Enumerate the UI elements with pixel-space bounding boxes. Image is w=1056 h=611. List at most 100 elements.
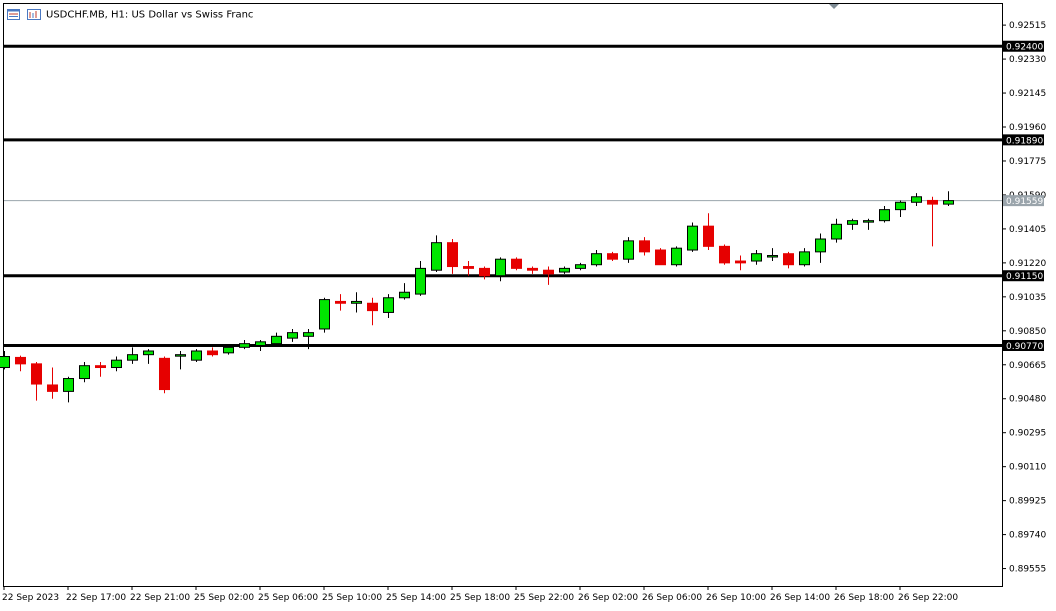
candle[interactable] <box>655 248 666 266</box>
candle-body <box>831 223 842 240</box>
chart-header: USDCHF.MB, H1: US Dollar vs Swiss Franc <box>7 9 253 21</box>
shift-marker-triangle-icon[interactable] <box>829 4 839 9</box>
candle[interactable] <box>623 237 634 263</box>
candle[interactable] <box>607 251 618 262</box>
y-tick-label: 0.91775 <box>1009 157 1046 167</box>
candle[interactable] <box>543 266 554 285</box>
candle[interactable] <box>815 233 826 263</box>
candle[interactable] <box>831 218 842 243</box>
level-price-tag-bg <box>1003 134 1044 146</box>
candle[interactable] <box>847 218 858 230</box>
candle[interactable] <box>175 350 186 370</box>
candle-body <box>415 267 426 295</box>
y-axis: 0.92515 0.92330 0.92145 0.91960 0.91775 0.915… <box>1002 21 1046 575</box>
candle[interactable] <box>111 356 122 372</box>
candle[interactable] <box>735 255 746 271</box>
candle[interactable] <box>15 355 26 372</box>
y-tick-label: 0.90480 <box>1009 395 1046 405</box>
candle[interactable] <box>591 250 602 267</box>
candle[interactable] <box>79 362 90 383</box>
candle[interactable] <box>271 332 282 346</box>
chart-restore-icon[interactable] <box>27 9 41 20</box>
candle[interactable] <box>943 191 954 206</box>
candle[interactable] <box>335 294 346 311</box>
candle[interactable] <box>559 266 570 274</box>
candle[interactable] <box>303 328 314 350</box>
candle[interactable] <box>191 349 202 363</box>
candle-body <box>15 356 26 365</box>
candle-body <box>447 242 458 268</box>
candle[interactable] <box>639 237 650 256</box>
candle[interactable] <box>47 367 58 399</box>
level-price-tag-bg <box>1003 339 1044 351</box>
candle[interactable] <box>511 257 522 271</box>
candle[interactable] <box>495 257 506 282</box>
plot-area[interactable] <box>3 3 1003 587</box>
candle[interactable] <box>159 356 170 394</box>
candle[interactable] <box>671 246 682 267</box>
candle-body <box>271 335 282 345</box>
candle[interactable] <box>687 222 698 252</box>
y-tick-label: 0.89555 <box>1009 565 1046 575</box>
candle-body <box>159 357 170 391</box>
candle[interactable] <box>799 248 810 267</box>
y-tick-label: 0.90295 <box>1009 429 1046 439</box>
candle[interactable] <box>863 218 874 230</box>
candle[interactable] <box>895 200 906 217</box>
chart-window-icon[interactable] <box>7 9 20 20</box>
candle[interactable] <box>927 196 938 247</box>
candle[interactable] <box>527 266 538 274</box>
candle[interactable] <box>751 250 762 265</box>
candle[interactable] <box>239 339 250 350</box>
candle[interactable] <box>383 294 394 318</box>
candle[interactable] <box>367 297 378 326</box>
candle-body <box>239 343 250 348</box>
y-tick-label: 0.91035 <box>1009 293 1046 303</box>
candle[interactable] <box>575 262 586 271</box>
candle[interactable] <box>95 362 106 377</box>
candle[interactable] <box>31 362 42 401</box>
candle[interactable] <box>319 297 330 333</box>
candle[interactable] <box>143 349 154 364</box>
candle-body <box>671 247 682 266</box>
candle[interactable] <box>127 347 138 364</box>
candle-body <box>223 346 234 354</box>
candle[interactable] <box>399 283 410 300</box>
candle-body <box>575 264 586 269</box>
candle-body <box>639 240 650 253</box>
candle-body <box>943 200 954 205</box>
candle-body <box>495 258 506 277</box>
candle[interactable] <box>63 376 74 403</box>
candle-body <box>287 332 298 339</box>
candle[interactable] <box>879 205 890 223</box>
candle[interactable] <box>783 251 794 269</box>
candle-body <box>319 299 330 330</box>
candle-body <box>191 350 202 361</box>
candle-body <box>815 238 826 253</box>
candle[interactable] <box>479 266 490 280</box>
candle[interactable] <box>431 235 442 273</box>
candle[interactable] <box>415 261 426 296</box>
candle-body <box>303 332 314 337</box>
current-price-tag-bg <box>1003 195 1044 207</box>
candle[interactable] <box>703 213 714 251</box>
candle-body <box>591 253 602 266</box>
candle-body <box>335 300 346 304</box>
y-tick-label: 0.89925 <box>1009 497 1046 507</box>
level-price-tag-bg <box>1003 270 1044 282</box>
candle[interactable] <box>223 345 234 355</box>
candle[interactable] <box>719 244 730 265</box>
candle[interactable] <box>351 292 362 313</box>
candle[interactable] <box>463 261 474 276</box>
candle[interactable] <box>911 193 922 206</box>
candle[interactable] <box>287 328 298 342</box>
candle-body <box>847 220 858 225</box>
candle[interactable] <box>207 347 218 357</box>
candle[interactable] <box>447 239 458 274</box>
candle[interactable] <box>255 339 266 351</box>
candle[interactable] <box>767 248 778 262</box>
candle-body <box>31 363 42 385</box>
candle[interactable] <box>0 350 10 370</box>
